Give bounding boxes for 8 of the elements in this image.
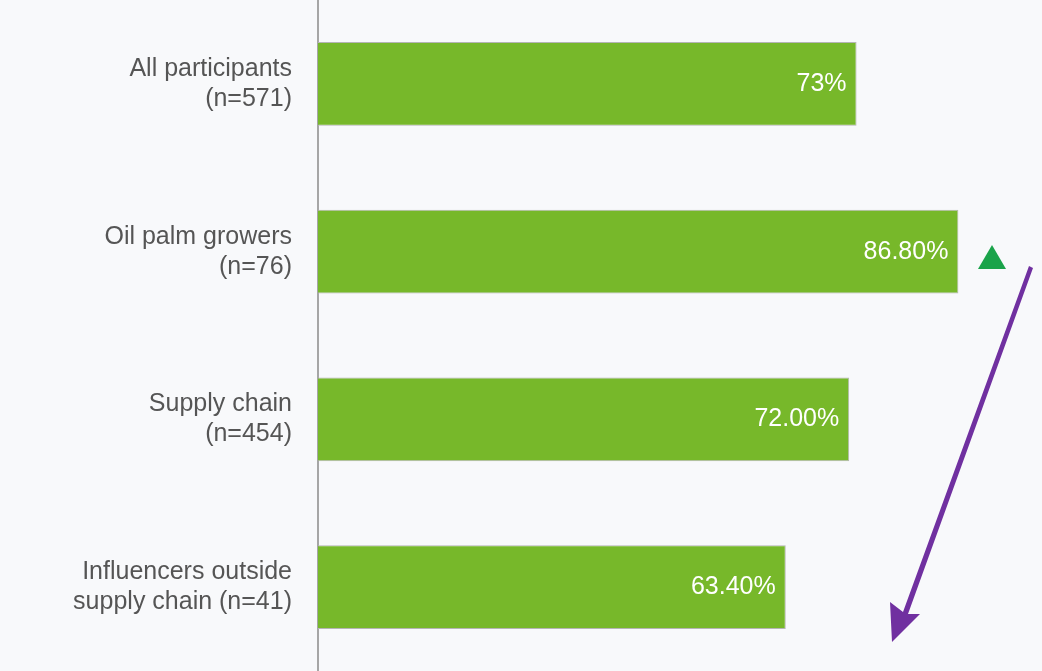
- y-tick-label: Supply chain (n=454): [148, 388, 292, 447]
- data-label: 72.00%: [754, 403, 840, 432]
- data-label: 86.80%: [863, 235, 949, 264]
- y-tick-label: Influencers outside supply chain (n=41): [73, 556, 292, 615]
- y-tick-label: All participants (n=571): [129, 52, 292, 111]
- data-label: 63.40%: [690, 571, 776, 600]
- y-tick-label: Oil palm growers (n=76): [104, 220, 292, 279]
- data-label: 73%: [796, 67, 847, 96]
